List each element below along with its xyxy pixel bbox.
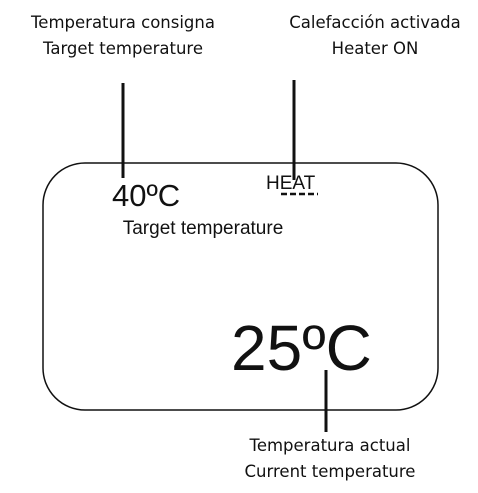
target-value: 40ºC: [112, 178, 180, 213]
current-value: 25ºC: [231, 312, 372, 384]
callout-text: Current temperature: [245, 462, 416, 481]
display-frame: [42, 162, 439, 411]
callout-text: Calefacción activada: [289, 13, 461, 32]
target-label: Target temperature: [123, 218, 284, 239]
callout-text: Heater ON: [332, 39, 419, 58]
callout-text: Temperatura consigna: [30, 13, 215, 32]
heat-status: HEAT: [266, 173, 316, 194]
callout-text: Target temperature: [42, 39, 203, 58]
callout-text: Temperatura actual: [249, 436, 411, 455]
